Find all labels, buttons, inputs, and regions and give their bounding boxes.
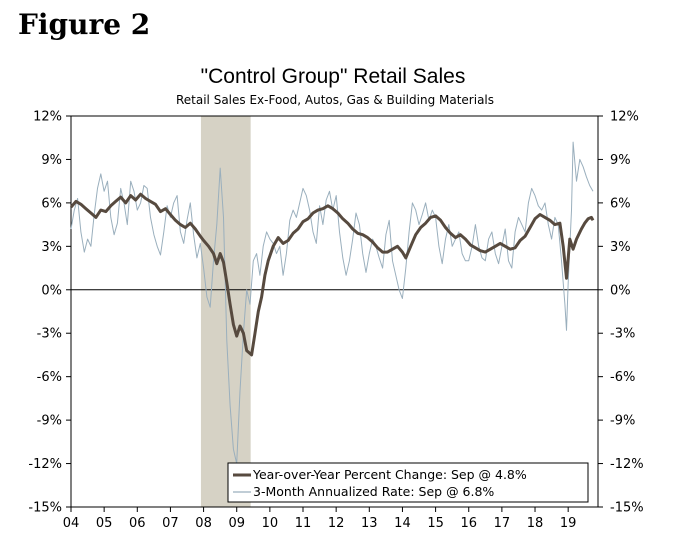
x-tick-label: 08 xyxy=(195,516,212,531)
legend-label-yoy: Year-over-Year Percent Change: Sep @ 4.8… xyxy=(252,467,527,482)
y-right-tick-label: -9% xyxy=(610,414,635,429)
y-left-tick-label: 9% xyxy=(41,153,62,168)
y-right-tick-label: 9% xyxy=(610,153,631,168)
y-right-tick-label: -6% xyxy=(610,370,635,385)
legend: Year-over-Year Percent Change: Sep @ 4.8… xyxy=(227,462,589,503)
y-right-tick-label: -12% xyxy=(610,457,644,472)
y-left-tick-label: -6% xyxy=(37,370,62,385)
legend-label-3m: 3-Month Annualized Rate: Sep @ 6.8% xyxy=(253,484,494,499)
x-tick-label: 17 xyxy=(494,516,511,531)
x-tick-label: 05 xyxy=(96,516,113,531)
x-tick-label: 15 xyxy=(427,516,444,531)
x-tick-label: 07 xyxy=(162,516,179,531)
x-tick-label: 18 xyxy=(527,516,544,531)
y-right-tick-label: -3% xyxy=(610,327,635,342)
x-tick-label: 10 xyxy=(262,516,279,531)
y-left-tick-label: 12% xyxy=(33,110,62,125)
x-tick-label: 14 xyxy=(394,516,411,531)
legend-box xyxy=(227,462,589,503)
y-right-tick-label: -15% xyxy=(610,501,644,516)
x-tick-label: 19 xyxy=(560,516,577,531)
y-left-tick-label: -12% xyxy=(28,457,62,472)
y-left-tick-label: -3% xyxy=(37,327,62,342)
x-tick-label: 04 xyxy=(63,516,80,531)
y-right-tick-label: 12% xyxy=(610,110,639,125)
y-left-tick-label: 3% xyxy=(41,240,62,255)
y-right-tick-label: 3% xyxy=(610,240,631,255)
x-tick-label: 13 xyxy=(361,516,378,531)
chart-subtitle: Retail Sales Ex-Food, Autos, Gas & Build… xyxy=(176,93,494,107)
x-tick-label: 06 xyxy=(129,516,146,531)
y-left-tick-label: 0% xyxy=(41,283,62,298)
three-month-series-line xyxy=(70,141,594,465)
y-left-tick-label: -9% xyxy=(37,414,62,429)
yoy-series-line xyxy=(69,192,595,357)
x-tick-label: 09 xyxy=(228,516,245,531)
y-right-tick-label: 6% xyxy=(610,196,631,211)
y-left-tick-label: -15% xyxy=(28,501,62,516)
chart-title: "Control Group" Retail Sales xyxy=(201,65,466,88)
x-tick-label: 16 xyxy=(460,516,477,531)
y-left-tick-label: 6% xyxy=(41,196,62,211)
plot-area-frame xyxy=(70,115,599,508)
x-tick-label: 11 xyxy=(295,516,312,531)
x-tick-label: 12 xyxy=(328,516,345,531)
y-right-tick-label: 0% xyxy=(610,283,631,298)
figure-label: Figure 2 xyxy=(18,8,151,41)
